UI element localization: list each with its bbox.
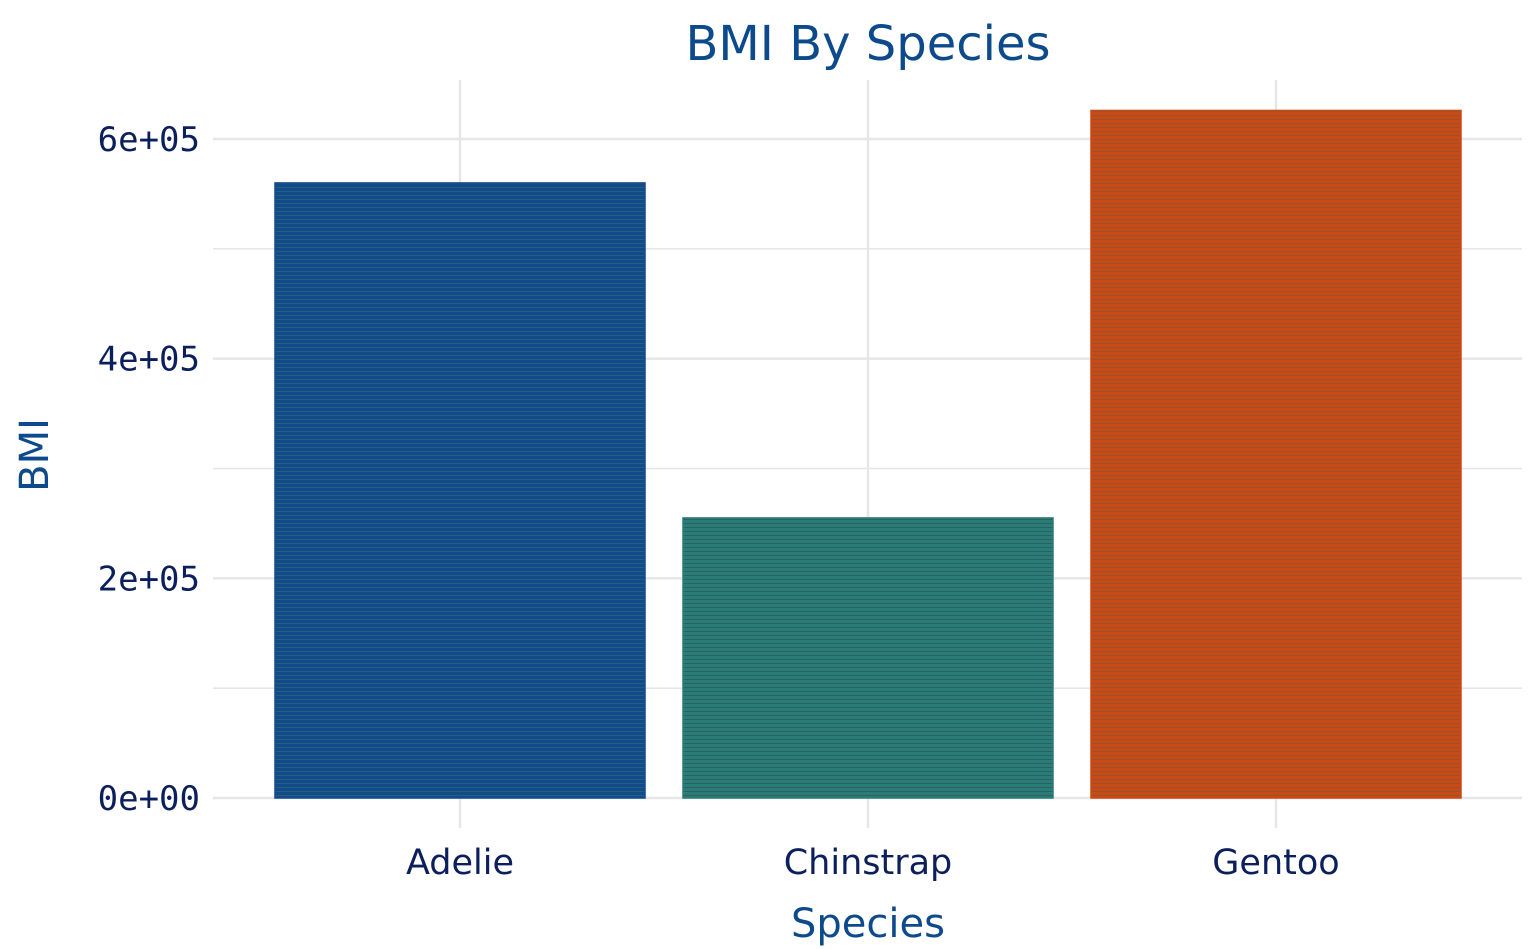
y-axis-ticks: 0e+00 2e+05 4e+05 6e+05 bbox=[98, 120, 200, 819]
bar-adelie bbox=[274, 182, 646, 799]
x-tick-label: Gentoo bbox=[1212, 843, 1339, 883]
y-tick-label: 0e+00 bbox=[98, 779, 200, 819]
bars bbox=[274, 109, 1462, 799]
x-axis-title: Species bbox=[791, 901, 945, 947]
y-tick-label: 4e+05 bbox=[98, 340, 200, 380]
x-axis-ticks: Adelie Chinstrap Gentoo bbox=[406, 843, 1340, 883]
y-tick-label: 6e+05 bbox=[98, 120, 200, 160]
x-tick-label: Chinstrap bbox=[784, 843, 953, 883]
bar-chinstrap bbox=[682, 517, 1054, 799]
y-tick-label: 2e+05 bbox=[98, 559, 200, 599]
x-tick-label: Adelie bbox=[406, 843, 514, 883]
y-axis-title: BMI bbox=[12, 418, 58, 492]
chart-title: BMI By Species bbox=[685, 16, 1050, 72]
bar-gentoo bbox=[1090, 109, 1462, 799]
